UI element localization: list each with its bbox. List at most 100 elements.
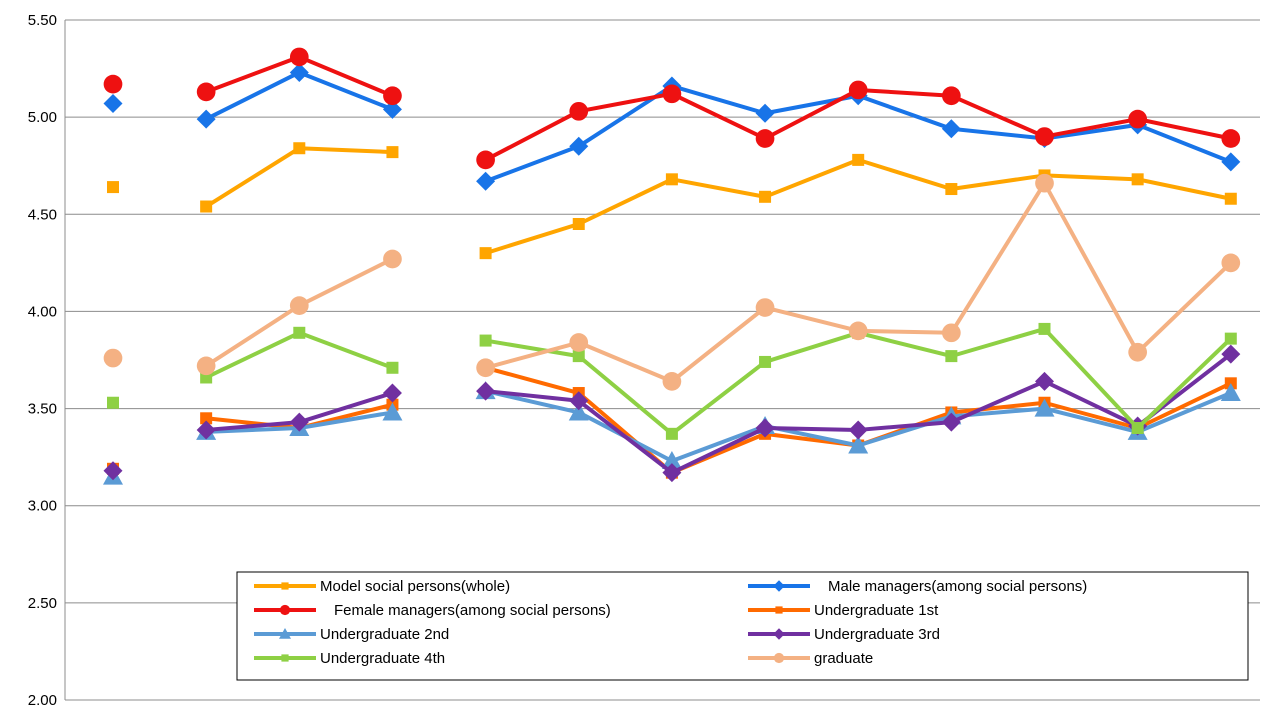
y-axis-tick-labels: 2.00 2.50 3.00 3.50 4.00 4.50 5.00 5.50	[28, 12, 57, 706]
data-point	[476, 171, 496, 191]
data-point	[759, 190, 772, 203]
data-point	[1038, 322, 1051, 335]
data-point	[1035, 371, 1054, 391]
data-point	[569, 333, 589, 352]
data-point	[200, 200, 213, 213]
data-point	[945, 350, 958, 363]
y-tick-label: 2.00	[28, 692, 57, 706]
series-1	[107, 142, 1237, 260]
data-point	[293, 326, 306, 339]
data-point	[1221, 344, 1241, 364]
data-point	[1035, 173, 1054, 193]
data-point	[661, 451, 682, 470]
data-point	[665, 427, 678, 440]
data-point	[755, 298, 775, 317]
data-point	[383, 249, 402, 269]
legend-label: Undergraduate 2nd	[320, 626, 449, 643]
data-point	[1131, 422, 1144, 434]
data-point	[662, 84, 682, 104]
data-point	[1128, 109, 1147, 129]
data-point	[479, 334, 492, 347]
series-line	[483, 157, 1233, 256]
data-point	[382, 383, 402, 403]
legend-item: Female managers(among social persons)	[254, 602, 611, 619]
data-point	[665, 173, 678, 186]
series-3	[103, 47, 1241, 170]
data-point	[1131, 173, 1144, 186]
data-point	[289, 296, 309, 315]
data-point	[941, 412, 961, 432]
data-point	[568, 402, 589, 421]
data-point	[476, 381, 496, 401]
data-point	[1224, 332, 1237, 345]
data-point	[196, 109, 216, 129]
legend-item: graduate	[748, 650, 873, 667]
data-point	[107, 181, 119, 194]
legend-label: Undergraduate 1st	[814, 602, 939, 619]
data-point	[1224, 192, 1237, 205]
legend-item: Undergraduate 1st	[748, 602, 939, 619]
data-point	[941, 119, 961, 139]
data-point	[942, 323, 961, 343]
data-point	[103, 94, 123, 114]
series-2	[103, 62, 1241, 191]
data-point	[773, 652, 785, 664]
data-point	[569, 391, 589, 411]
data-point	[755, 418, 775, 438]
data-point	[662, 463, 682, 483]
data-point	[476, 358, 495, 378]
data-point	[773, 580, 785, 592]
legend-label: graduate	[814, 650, 873, 667]
data-point	[196, 356, 216, 376]
data-point	[848, 80, 868, 100]
legend-item: Undergraduate 3rd	[748, 626, 940, 643]
data-point	[848, 321, 868, 341]
data-point	[107, 396, 119, 409]
y-tick-label: 4.50	[28, 206, 57, 223]
data-point	[1221, 253, 1241, 273]
legend-label: Undergraduate 4th	[320, 650, 445, 667]
data-point	[848, 420, 868, 440]
data-point	[773, 628, 785, 640]
data-point	[382, 99, 402, 119]
data-point	[759, 355, 772, 368]
data-point	[103, 74, 123, 94]
y-tick-label: 2.50	[28, 595, 57, 612]
y-tick-label: 4.00	[28, 303, 57, 320]
data-point	[1220, 383, 1241, 402]
data-point	[289, 47, 309, 67]
data-point	[662, 372, 682, 391]
data-point	[281, 654, 289, 662]
data-point	[775, 606, 783, 614]
data-point	[755, 129, 775, 148]
legend-item: Male managers(among social persons)	[748, 578, 1087, 595]
legend-label: Female managers(among social persons)	[334, 602, 611, 619]
data-point	[289, 412, 309, 432]
legend-label: Undergraduate 3rd	[814, 626, 940, 643]
data-point	[852, 153, 865, 166]
y-tick-label: 3.00	[28, 498, 57, 515]
data-point	[1221, 152, 1241, 172]
y-tick-label: 3.50	[28, 401, 57, 418]
series-layer	[103, 47, 1241, 485]
data-point	[1035, 127, 1054, 146]
data-point	[386, 361, 399, 374]
legend-item: Undergraduate 4th	[254, 650, 445, 667]
series-line	[204, 146, 395, 209]
data-point	[1221, 129, 1241, 148]
data-point	[383, 86, 402, 106]
data-point	[476, 150, 495, 170]
data-point	[848, 435, 869, 454]
data-point	[281, 582, 289, 590]
data-point	[279, 628, 291, 639]
data-point	[942, 86, 961, 106]
legend-label: Model social persons(whole)	[320, 578, 510, 595]
data-point	[279, 604, 291, 616]
data-point	[289, 62, 309, 82]
legend: Model social persons(whole) Male managers…	[236, 571, 1249, 681]
legend-item: Model social persons(whole)	[254, 578, 510, 595]
data-point	[1128, 342, 1147, 362]
y-tick-label: 5.50	[28, 12, 57, 29]
legend-box	[236, 571, 1249, 681]
